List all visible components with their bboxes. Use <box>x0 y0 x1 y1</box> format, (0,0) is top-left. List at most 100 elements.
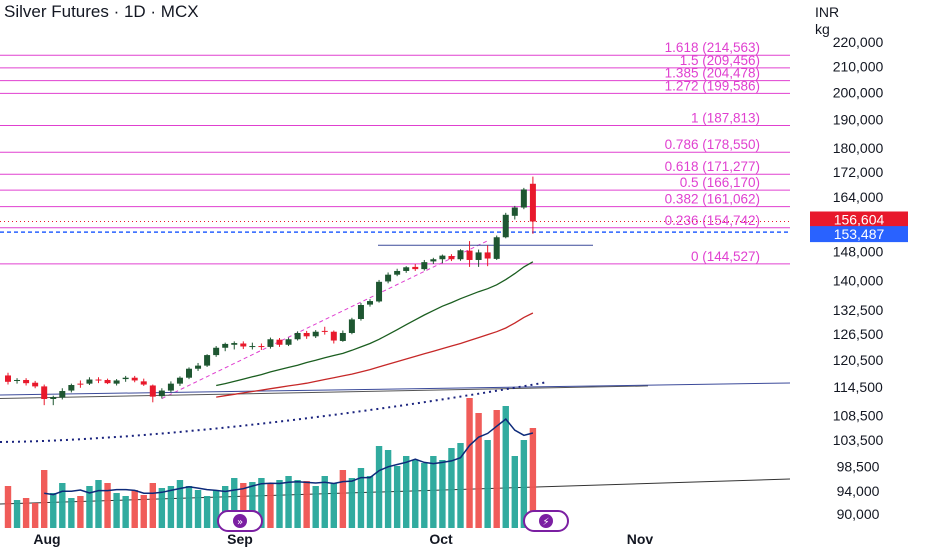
volume-bar <box>158 488 166 528</box>
volume-bar <box>330 483 337 528</box>
unit-label: kg <box>815 21 830 37</box>
price-tick-label: 120,500 <box>833 352 884 368</box>
event-glyph: ⚡ <box>542 517 549 528</box>
price-tick-label: 98,500 <box>837 458 880 474</box>
candle-body <box>376 281 383 302</box>
volume-bar <box>77 496 84 528</box>
volume-bar <box>104 483 111 528</box>
candle-body <box>176 377 183 384</box>
volume-bar <box>222 486 229 528</box>
candle-body <box>77 383 84 385</box>
trendline-dashed <box>161 240 488 399</box>
candle-body <box>213 347 220 356</box>
candle-body <box>430 259 437 262</box>
candle-body <box>50 397 57 399</box>
candle-body <box>385 274 392 282</box>
candle-body <box>267 339 274 347</box>
fib-label: 0 (144,527) <box>691 249 760 264</box>
event-glyph: » <box>237 517 243 528</box>
volume-bar <box>59 483 66 528</box>
candle-body <box>59 391 66 398</box>
candle-body <box>421 262 428 270</box>
price-axis[interactable]: 220,000 210,000 200,000 190,000 180,000 172,0… <box>833 34 884 522</box>
price-tick-label: 90,000 <box>837 506 880 522</box>
candle-body <box>303 332 310 337</box>
volume-bar <box>520 440 528 528</box>
time-tick-label: Sep <box>227 531 253 547</box>
volume-bar <box>384 450 392 528</box>
candle-body <box>448 255 455 260</box>
fib-label: 1 (187,813) <box>691 111 760 126</box>
volume-bar <box>185 486 193 528</box>
earnings-event-icon[interactable]: ⚡ <box>523 510 569 532</box>
candle-body <box>240 343 247 347</box>
fib-label: 0.382 (161,062) <box>665 192 760 207</box>
event-icons[interactable]: » ⚡ <box>217 510 569 532</box>
volume-bar <box>303 481 310 528</box>
price-badge-label: 153,487 <box>834 226 885 242</box>
candle-body <box>32 382 39 387</box>
candle-body <box>5 375 11 382</box>
volume-bar <box>149 483 156 528</box>
fib-retracement[interactable]: 1.618 (214,563)1.5 (209,456)1.385 (204,4… <box>0 40 790 265</box>
long-trendline-blue <box>0 382 791 396</box>
volume-bar <box>212 490 220 528</box>
volume-bar <box>176 480 184 528</box>
candle-body <box>41 386 48 399</box>
price-tick-label: 108,500 <box>833 407 884 423</box>
candle-body <box>186 368 192 378</box>
chart-title: Silver Futures · 1D · MCX <box>4 2 199 21</box>
candle-body <box>258 346 265 348</box>
price-tick-label: 126,500 <box>833 326 884 342</box>
time-axis[interactable]: Aug Sep Oct Nov <box>33 531 653 547</box>
volume-bar <box>86 486 93 528</box>
candle-body <box>204 355 211 366</box>
price-tick-label: 140,000 <box>833 273 884 289</box>
currency-unit: INR kg <box>815 4 839 38</box>
candle-body <box>367 301 373 305</box>
volume-bar <box>194 490 202 528</box>
dividend-event-icon[interactable]: » <box>217 510 263 532</box>
volume-bar <box>50 493 57 528</box>
candle-body <box>23 379 30 384</box>
candle-body <box>158 390 165 397</box>
moving-averages <box>216 261 534 398</box>
candle-body <box>131 377 138 381</box>
volume-bar <box>412 460 419 528</box>
candle-body <box>68 385 75 391</box>
candle-body <box>394 270 401 275</box>
volume-bar <box>430 456 437 528</box>
candle-body <box>511 207 518 216</box>
event-dot <box>539 514 553 528</box>
candle-body <box>276 339 283 345</box>
volume-bar <box>122 496 129 528</box>
volume-ma-line <box>44 418 534 496</box>
volume-bar <box>357 468 365 528</box>
candle-body <box>294 332 301 340</box>
volume-bar <box>285 476 292 528</box>
red-price-badge <box>810 211 908 228</box>
volume-bar <box>393 466 401 528</box>
price-tick-label: 200,000 <box>833 84 884 100</box>
ma-red-line <box>216 312 534 398</box>
candle-body <box>140 381 147 385</box>
candle-body <box>167 383 174 391</box>
long-trendline <box>0 385 649 400</box>
candle-body <box>195 365 202 369</box>
price-tick-label: 148,000 <box>833 243 884 259</box>
price-badge-label: 156,604 <box>834 211 885 227</box>
candle-body <box>475 252 482 260</box>
volume-bar <box>249 482 256 528</box>
price-tick-label: 94,000 <box>837 483 880 499</box>
volume-bar <box>339 470 347 528</box>
candle-body <box>86 379 93 384</box>
volume-bar <box>502 406 509 528</box>
volume-bar <box>321 476 328 528</box>
volume-bar <box>466 398 473 528</box>
event-dot <box>233 514 247 528</box>
volume-bars <box>4 398 537 528</box>
candle-body <box>529 183 536 222</box>
volume-bar <box>131 490 138 528</box>
fib-label: 1.272 (199,586) <box>665 78 760 93</box>
